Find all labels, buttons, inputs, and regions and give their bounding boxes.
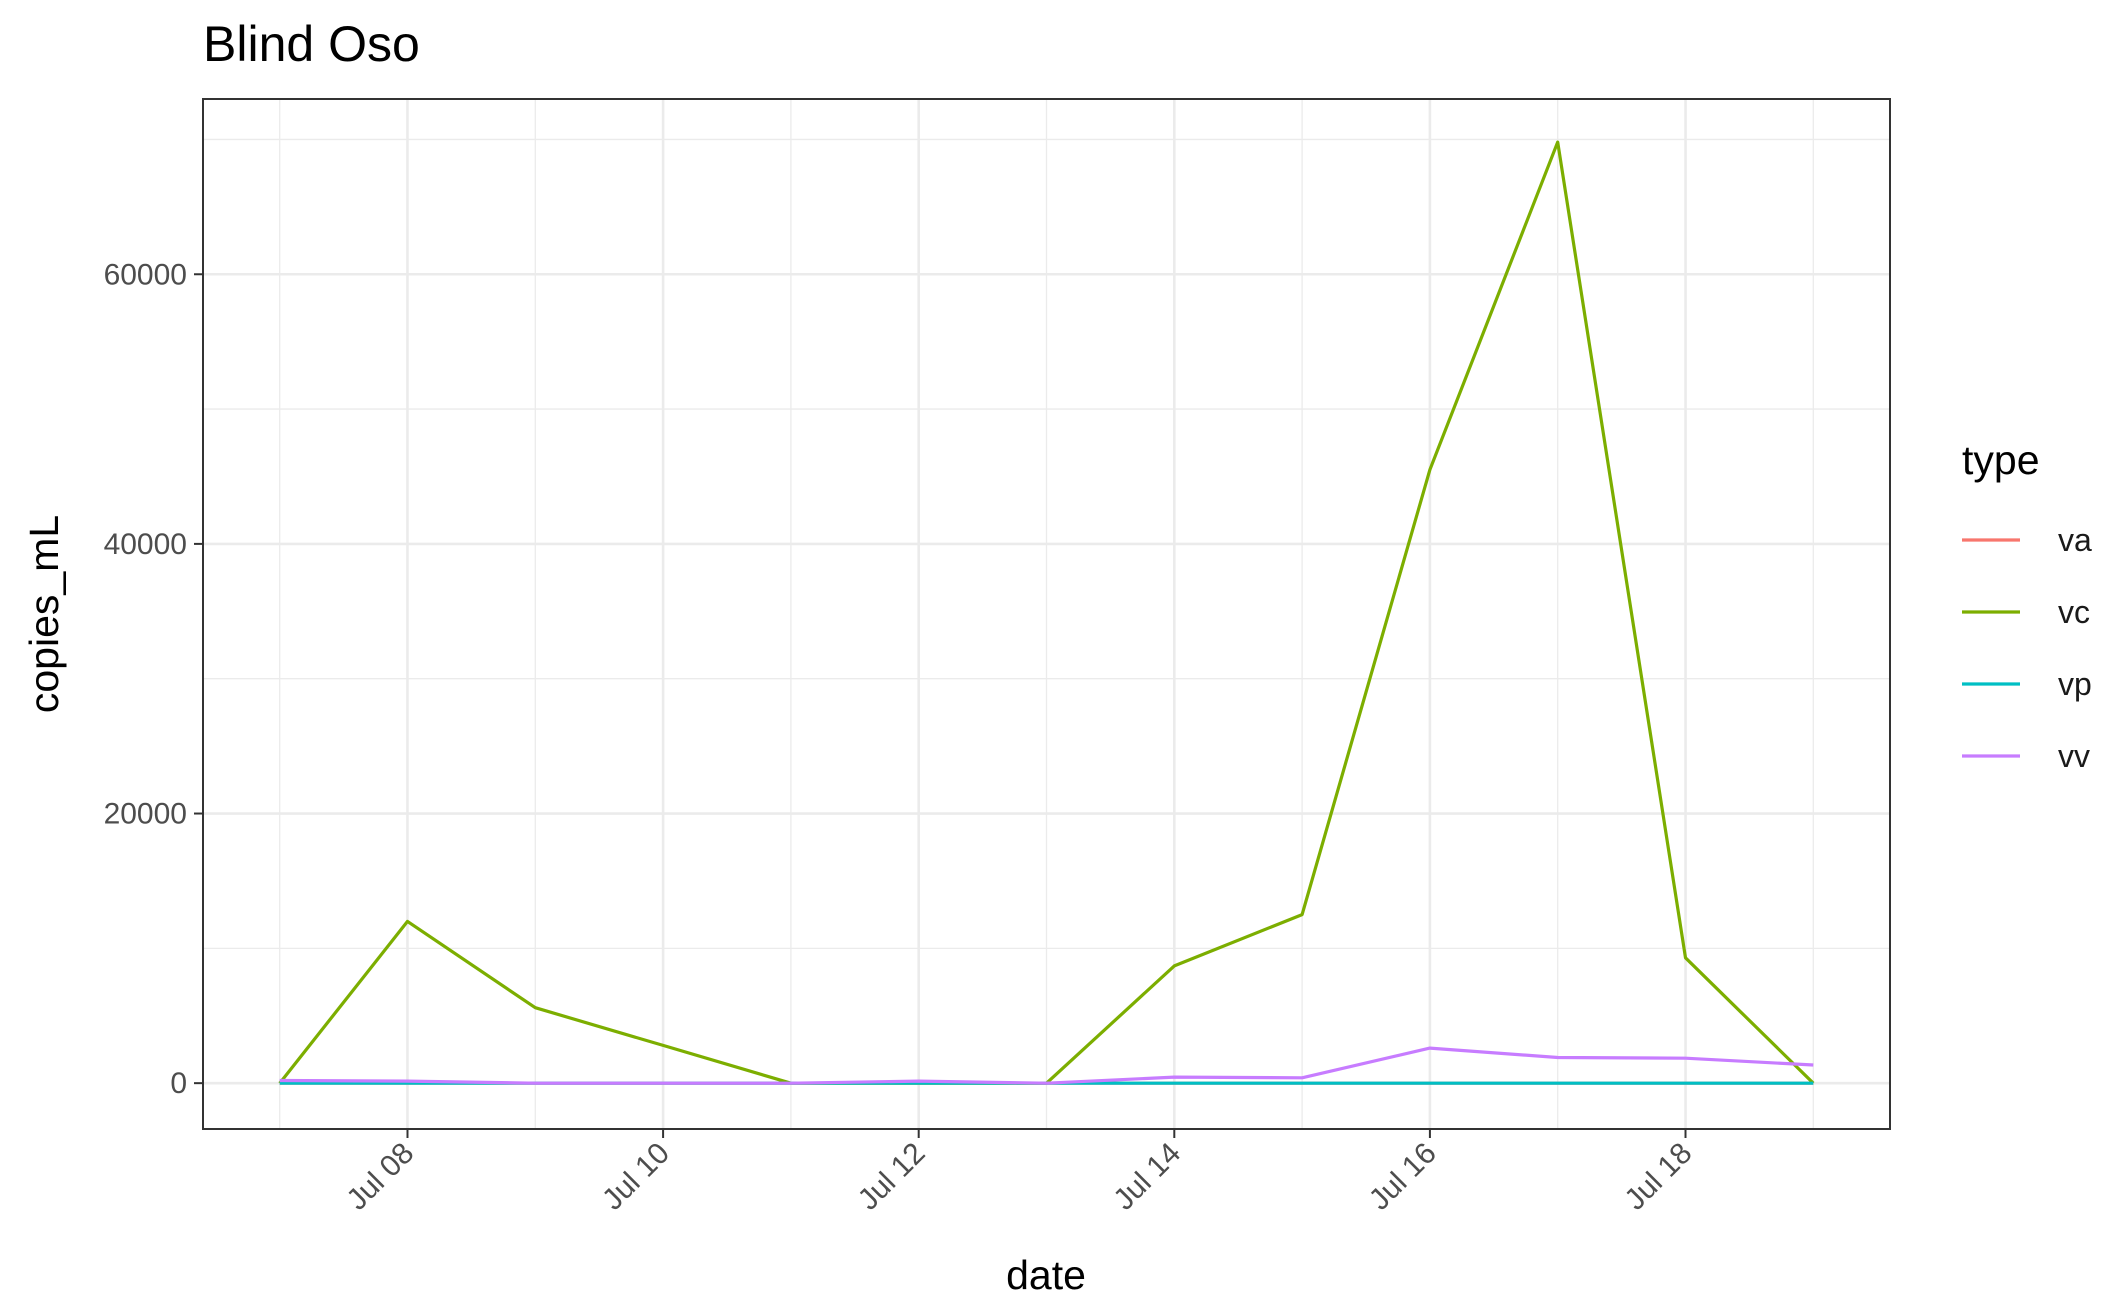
y-tick-label: 0 (170, 1067, 187, 1100)
legend: type va vc vp vv (1962, 437, 2092, 774)
legend-label-va: va (2058, 522, 2092, 558)
x-axis: Jul 08 Jul 10 Jul 12 Jul 14 Jul 16 Jul 18 (340, 1129, 1698, 1217)
series-lines (278, 140, 1815, 1085)
plot-border (202, 98, 1891, 1130)
chart-title: Blind Oso (203, 16, 420, 72)
y-tick-label: 40000 (104, 528, 187, 561)
y-tick-label: 60000 (104, 258, 187, 291)
x-tick-label: Jul 10 (596, 1137, 676, 1217)
legend-label-vp: vp (2058, 666, 2092, 702)
y-axis-title: copies_mL (21, 515, 67, 713)
y-axis: 0 20000 40000 60000 (104, 258, 203, 1100)
legend-label-vc: vc (2058, 594, 2090, 630)
x-axis-title: date (1006, 1252, 1086, 1298)
minor-gridlines (203, 99, 1890, 1129)
x-tick-label: Jul 12 (852, 1137, 932, 1217)
legend-label-vv: vv (2058, 738, 2090, 774)
x-tick-label: Jul 16 (1363, 1137, 1443, 1217)
series-line-vv (279, 1046, 1814, 1085)
x-tick-label: Jul 08 (340, 1137, 420, 1217)
y-tick-label: 20000 (104, 798, 187, 831)
legend-title: type (1962, 437, 2040, 483)
x-tick-label: Jul 14 (1107, 1137, 1187, 1217)
x-tick-label: Jul 18 (1619, 1137, 1699, 1217)
legend-items: va vc vp vv (1962, 522, 2092, 774)
